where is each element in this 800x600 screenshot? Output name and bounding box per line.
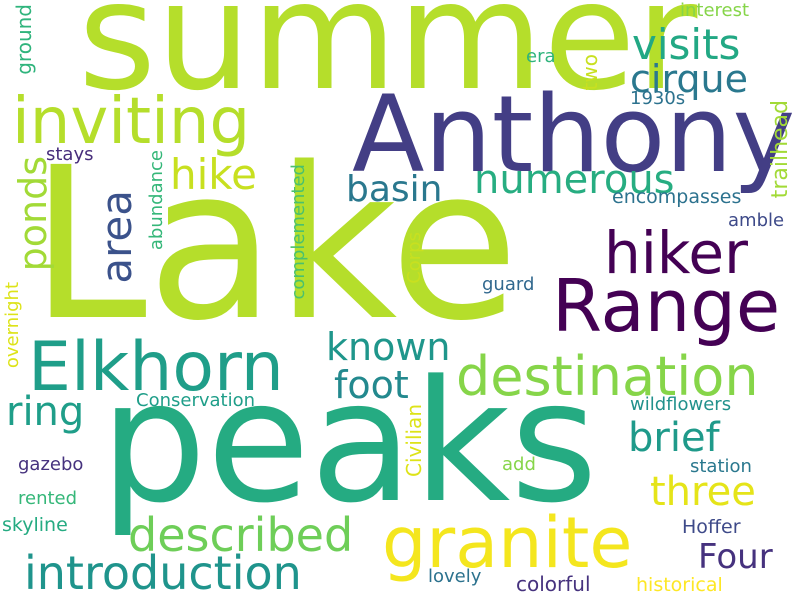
word-peaks: peaks bbox=[100, 344, 598, 540]
word-lake: Lake bbox=[30, 122, 520, 367]
word-known: known bbox=[326, 325, 451, 369]
word-lovely: lovely bbox=[428, 566, 482, 587]
word-granite: granite bbox=[382, 502, 633, 584]
word-basin: basin bbox=[346, 169, 443, 210]
word-abundance: abundance bbox=[146, 150, 167, 251]
word-1930s: 1930s bbox=[630, 88, 686, 109]
word-elkhorn: Elkhorn bbox=[28, 328, 284, 407]
word-hiker: hiker bbox=[604, 219, 748, 287]
word-inviting: inviting bbox=[12, 85, 251, 159]
word-three: three bbox=[650, 469, 756, 515]
word-numerous: numerous bbox=[474, 157, 675, 203]
word-introduction: introduction bbox=[24, 546, 302, 600]
word-destination: destination bbox=[456, 345, 759, 408]
word-stays: stays bbox=[46, 144, 94, 165]
word-summer: summer bbox=[78, 0, 698, 124]
word-overnight: overnight bbox=[2, 282, 23, 369]
word-ponds: ponds bbox=[11, 156, 55, 272]
word-colorful: colorful bbox=[516, 572, 591, 596]
word-interest: interest bbox=[680, 0, 750, 21]
word-ring: ring bbox=[6, 389, 85, 435]
word-gazebo: gazebo bbox=[18, 454, 84, 475]
word-foot: foot bbox=[334, 363, 409, 407]
word-complemented: complemented bbox=[288, 164, 309, 300]
word-anthony: Anthony bbox=[352, 73, 796, 196]
word-civilian: Civilian bbox=[402, 404, 426, 477]
word-trailhead: trailhead bbox=[768, 100, 793, 199]
word-wildflowers: wildflowers bbox=[630, 394, 732, 415]
word-conservation: Conservation bbox=[136, 390, 256, 411]
word-era: era bbox=[526, 46, 556, 67]
word-amble: amble bbox=[728, 210, 785, 231]
word-add: add bbox=[502, 454, 536, 475]
word-station: station bbox=[690, 456, 752, 477]
word-rented: rented bbox=[18, 488, 78, 509]
word-hoffer: Hoffer bbox=[682, 516, 741, 538]
word-encompasses: encompasses bbox=[612, 186, 742, 208]
word-range: Range bbox=[552, 264, 781, 348]
word-visits: visits bbox=[632, 20, 741, 69]
word-guard: guard bbox=[482, 274, 535, 295]
word-two: two bbox=[578, 54, 602, 91]
word-historical: historical bbox=[636, 574, 723, 596]
word-skyline: skyline bbox=[2, 514, 68, 536]
word-corps: Corps bbox=[404, 232, 425, 284]
word-four: Four bbox=[698, 537, 773, 577]
word-cirque: cirque bbox=[630, 57, 748, 101]
word-hike: hike bbox=[170, 150, 257, 199]
word-described: described bbox=[128, 508, 354, 562]
word-ground: ground bbox=[12, 4, 36, 75]
word-area: area bbox=[92, 190, 141, 284]
word-brief: brief bbox=[628, 415, 720, 461]
